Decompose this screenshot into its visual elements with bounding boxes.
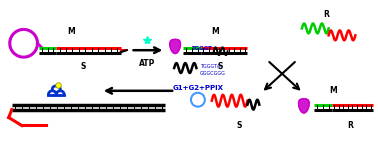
Text: TGGGTA-
GGGCGGG: TGGGTA- GGGCGGG [200,64,226,76]
Text: G1+G2+PPIX: G1+G2+PPIX [172,85,223,91]
Text: M: M [67,27,75,36]
Text: M: M [211,27,218,36]
Text: S: S [217,62,222,71]
Text: S: S [237,121,242,130]
Text: R: R [324,10,330,19]
Text: M: M [330,86,338,95]
Text: S: S [81,62,86,71]
Polygon shape [170,39,180,54]
Text: TGGGT: TGGGT [192,46,213,51]
Text: ATP: ATP [139,59,156,68]
Polygon shape [299,99,309,113]
Text: R: R [347,121,353,130]
